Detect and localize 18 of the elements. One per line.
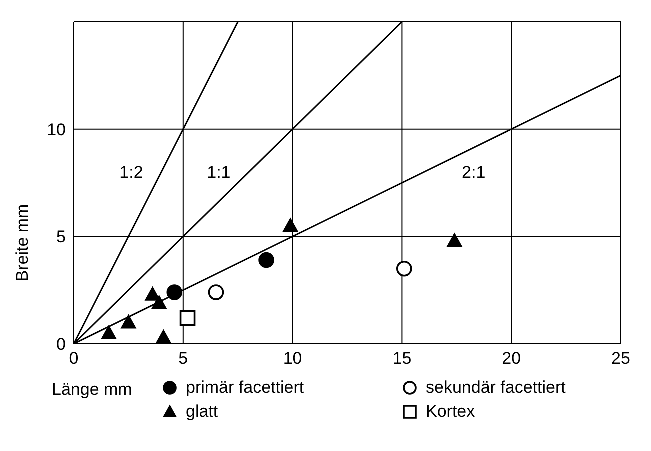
y-tick-label: 5 <box>56 228 66 247</box>
x-tick-label: 15 <box>392 349 412 368</box>
series-label: 1:1 <box>207 162 231 182</box>
x-tick-label: 0 <box>69 349 79 368</box>
x-tick-label: 25 <box>612 349 630 368</box>
series-label: 2:1 <box>462 162 486 182</box>
y-tick-label: 10 <box>47 120 66 140</box>
series-label: 1:2 <box>120 162 144 182</box>
legend-label: sekundär facettiert <box>426 378 566 398</box>
x-tick-label: 20 <box>502 349 522 368</box>
y-tick-label: 0 <box>56 335 66 354</box>
legend-label: glatt <box>186 402 218 422</box>
x-tick-label: 5 <box>178 349 188 368</box>
legend-label: primär facettiert <box>186 378 304 398</box>
x-tick-label: 10 <box>283 349 302 368</box>
x-axis-title: Länge mm <box>52 379 134 400</box>
y-axis-title: Breite mm <box>13 204 32 282</box>
legend-label: Kortex <box>426 402 476 422</box>
